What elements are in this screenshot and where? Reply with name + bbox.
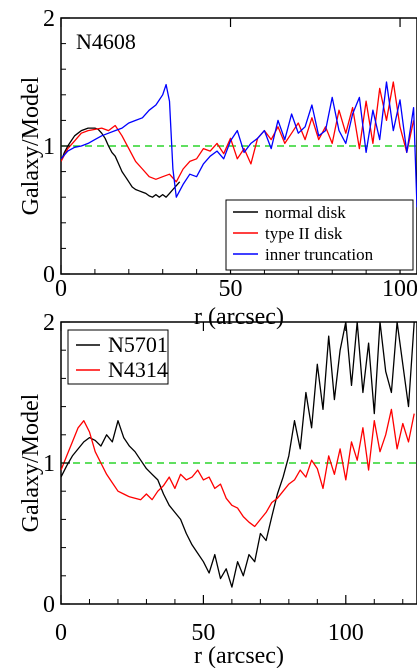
series-line-n5701 [61, 322, 415, 588]
x-tick-label-top-0: 0 [55, 276, 67, 302]
series-line-normal-disk [61, 127, 181, 198]
x-tick-label-bottom-2: 100 [328, 620, 364, 646]
x-tick-label-bottom-1: 50 [191, 620, 215, 646]
y-axis-label-top: Galaxy/Model [18, 76, 44, 215]
y-tick-label-bottom-0: 0 [43, 592, 55, 618]
legend-label-n4314: N4314 [108, 357, 168, 382]
x-tick-label-top-1: 50 [219, 276, 243, 302]
x-tick-label-top-2: 100 [382, 276, 417, 302]
panel-title-top: N4608 [76, 29, 136, 54]
series-line-type-ii-disk [61, 81, 415, 183]
ticks-top: 0 50 100 0 1 2 [43, 6, 417, 302]
x-axis-label-top: r (arcsec) [194, 304, 284, 330]
y-tick-label-bottom-1: 1 [43, 451, 55, 477]
ticks-bottom: 0 50 100 0 1 2 [43, 310, 404, 646]
legend-top: normal disk type II disk inner truncatio… [225, 199, 414, 271]
y-tick-label-top-1: 1 [43, 134, 55, 160]
y-tick-label-top-0: 0 [43, 262, 55, 288]
y-axis-label-bottom: Galaxy/Model [18, 393, 44, 532]
y-tick-label-top-2: 2 [43, 6, 55, 32]
series-line-n4314 [61, 408, 415, 528]
x-tick-label-bottom-0: 0 [55, 620, 67, 646]
legend-label-normal-disk: normal disk [265, 203, 346, 222]
x-axis-label-bottom: r (arcsec) [194, 643, 284, 668]
legend-box-bottom [67, 329, 169, 385]
legend-bottom: N5701 N4314 [67, 329, 169, 385]
y-tick-label-bottom-2: 2 [43, 310, 55, 336]
legend-label-type-ii-disk: type II disk [265, 224, 343, 243]
plot-area-bottom [61, 322, 417, 588]
panel-bottom: 0 50 100 0 1 2 r (arcsec) Galaxy/Model N5701 … [18, 310, 417, 668]
legend-label-n5701: N5701 [108, 332, 168, 357]
series-line-inner-truncation [61, 81, 417, 208]
legend-label-inner-truncation: inner truncation [265, 245, 374, 264]
plot-area-top [61, 81, 417, 208]
